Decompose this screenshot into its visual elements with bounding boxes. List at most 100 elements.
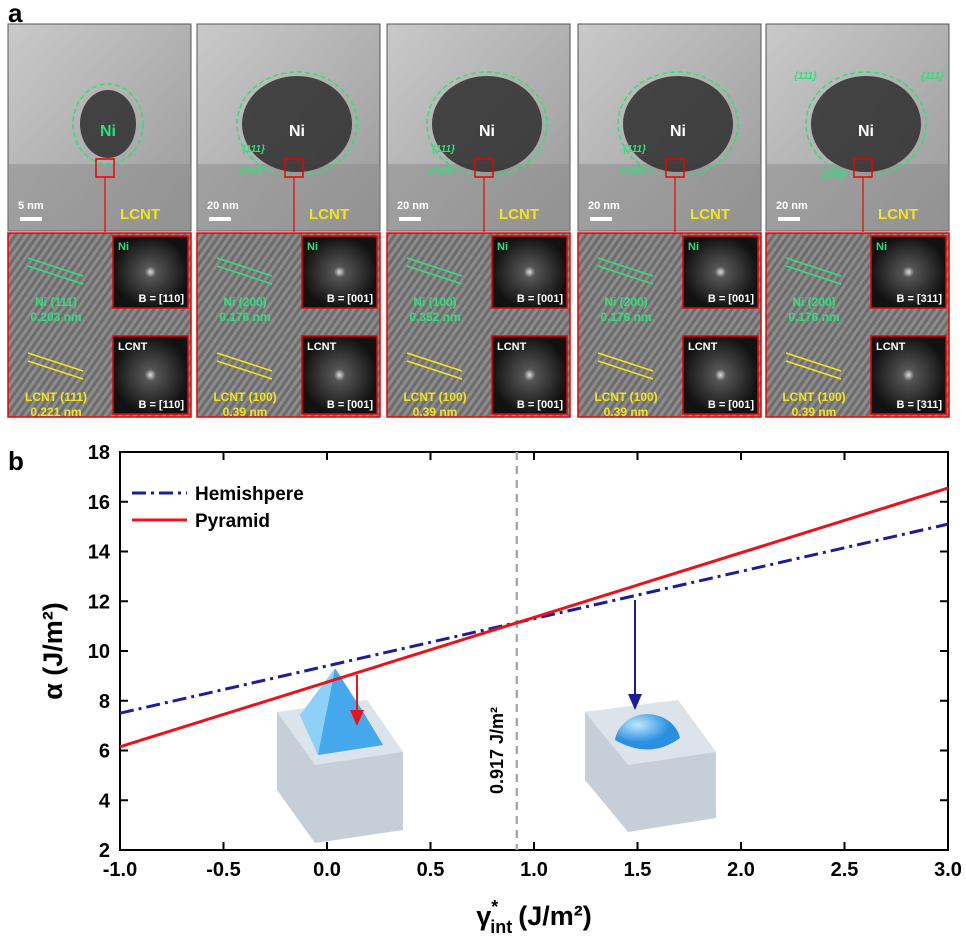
- lattice-spacing: 0.39 nm: [604, 405, 649, 419]
- substrate-label: LCNT: [499, 206, 539, 223]
- lattice-spacing: 0.221 nm: [30, 405, 81, 419]
- y-tick-label: 6: [99, 741, 110, 763]
- x-tick-label: 2.0: [727, 859, 755, 881]
- fft-phase: Ni: [307, 241, 318, 253]
- facet-label: {100}: [821, 169, 846, 180]
- scale-label: 5 nm: [18, 200, 44, 212]
- lattice-spacing: 0.39 nm: [413, 405, 458, 419]
- scale-bar: [399, 217, 421, 221]
- particle-label: Ni: [670, 123, 686, 140]
- x-axis-title-part: (J/m²): [518, 901, 592, 931]
- lattice-plane: Ni (100): [413, 295, 456, 309]
- x-tick-label: 0.0: [313, 859, 341, 881]
- particle-label: Ni: [289, 123, 305, 140]
- x-tick-label: 3.0: [934, 859, 962, 881]
- panel-label: b: [8, 446, 24, 476]
- particle-label: Ni: [100, 123, 116, 140]
- fft-zone: B = [110]: [138, 399, 184, 411]
- facet-label: {111}: [242, 144, 265, 155]
- fft-zone: B = [001]: [327, 399, 373, 411]
- scale-bar: [20, 217, 42, 221]
- fft-zone: B = [001]: [517, 399, 563, 411]
- hrtem: Ni (200)0.176 nm LCNT (100)0.39 nm Ni B = […: [766, 233, 949, 419]
- y-tick-label: 14: [88, 542, 111, 564]
- facet-label: {100}: [239, 166, 264, 177]
- reference-label: 0.917 J/m²: [487, 707, 507, 794]
- facet-label: {111}: [921, 71, 944, 82]
- lattice-plane: Ni (200): [604, 295, 647, 309]
- y-tick-label: 12: [88, 591, 110, 613]
- lattice-spacing: 0.176 nm: [600, 310, 651, 324]
- fft-phase: LCNT: [876, 341, 906, 353]
- substrate-label: LCNT: [878, 206, 918, 223]
- lattice-plane: Ni (200): [792, 295, 835, 309]
- pyramid-inset: [277, 668, 403, 843]
- scale-label: 20 nm: [776, 200, 808, 212]
- lattice-plane: Ni (111): [35, 295, 77, 309]
- y-tick-label: 10: [88, 641, 110, 663]
- x-axis-title: γ*int(J/m²): [476, 897, 592, 935]
- facet-label: {111}: [794, 71, 817, 82]
- lattice-spacing: 0.176 nm: [788, 310, 839, 324]
- x-tick-label: -1.0: [103, 859, 137, 881]
- hrtem: Ni (200)0.176 nm LCNT (100)0.39 nm Ni B = […: [197, 233, 380, 419]
- facet-label: {100}: [429, 166, 454, 177]
- x-tick-label: 2.5: [831, 859, 859, 881]
- y-tick-label: 4: [99, 790, 111, 812]
- fft-phase: LCNT: [688, 341, 718, 353]
- y-tick-label: 18: [88, 442, 110, 464]
- fft-phase: LCNT: [118, 341, 148, 353]
- fft-phase: Ni: [497, 241, 508, 253]
- figure: a b 5 nmNiLCNTNi (111)0.203 nmLCNT (111)…: [0, 0, 966, 935]
- lattice-spacing: 0.39 nm: [792, 405, 837, 419]
- hrtem: Ni (111)0.203 nm LCNT (111)0.221 nm Ni B = …: [8, 233, 191, 419]
- fft-phase: LCNT: [307, 341, 337, 353]
- lattice-spacing: 0.176 nm: [219, 310, 270, 324]
- x-tick-label: -0.5: [206, 859, 240, 881]
- lattice-plane: LCNT (100): [213, 390, 276, 404]
- fft-phase: LCNT: [497, 341, 527, 353]
- lattice-spacing: 0.203 nm: [30, 310, 81, 324]
- fft-zone: B = [110]: [138, 293, 184, 305]
- micrograph: 5 nmNiLCNT: [8, 24, 191, 232]
- scale-bar: [590, 217, 612, 221]
- x-axis-title-part: int: [490, 917, 512, 935]
- scale-label: 20 nm: [207, 200, 239, 212]
- x-tick-label: 1.5: [624, 859, 652, 881]
- fft-phase: Ni: [876, 241, 887, 253]
- x-axis-title-part: *: [491, 897, 498, 917]
- scale-label: 20 nm: [397, 200, 429, 212]
- lattice-plane: LCNT (100): [594, 390, 657, 404]
- x-tick-label: 1.0: [520, 859, 548, 881]
- facet-label: {111}: [432, 144, 455, 155]
- fft-zone: B = [311]: [896, 399, 942, 411]
- lattice-plane: Ni (200): [223, 295, 266, 309]
- x-tick-label: 0.5: [417, 859, 445, 881]
- y-tick-label: 8: [99, 691, 110, 713]
- scale-bar: [209, 217, 231, 221]
- micrograph: 20 nm Ni LCNT {111} {100}: [197, 24, 380, 232]
- fft-zone: B = [001]: [708, 399, 754, 411]
- particle-label: Ni: [479, 123, 495, 140]
- fft-phase: Ni: [118, 241, 129, 253]
- micrograph: 20 nm Ni LCNT {111} {100}: [387, 24, 570, 232]
- legend-label: Pyramid: [195, 511, 270, 532]
- lattice-plane: LCNT (100): [782, 390, 845, 404]
- micrograph: 20 nmNiLCNT{111}{111}{100}: [766, 24, 949, 232]
- scale-bar: [778, 217, 800, 221]
- lattice-plane: LCNT (111): [25, 390, 87, 404]
- substrate-label: LCNT: [309, 206, 349, 223]
- y-axis-title: α (J/m²): [38, 602, 68, 700]
- fft-zone: B = [001]: [327, 293, 373, 305]
- scale-label: 20 nm: [588, 200, 620, 212]
- legend-label: Hemishpere: [195, 484, 304, 505]
- lattice-spacing: 0.39 nm: [223, 405, 268, 419]
- facet-label: {100}: [620, 166, 645, 177]
- lattice-plane: LCNT (100): [403, 390, 466, 404]
- hemisphere-inset: [585, 700, 716, 832]
- y-tick-label: 16: [88, 492, 110, 514]
- facet-label: {111}: [623, 144, 646, 155]
- fft-phase: Ni: [688, 241, 699, 253]
- fft-zone: B = [001]: [517, 293, 563, 305]
